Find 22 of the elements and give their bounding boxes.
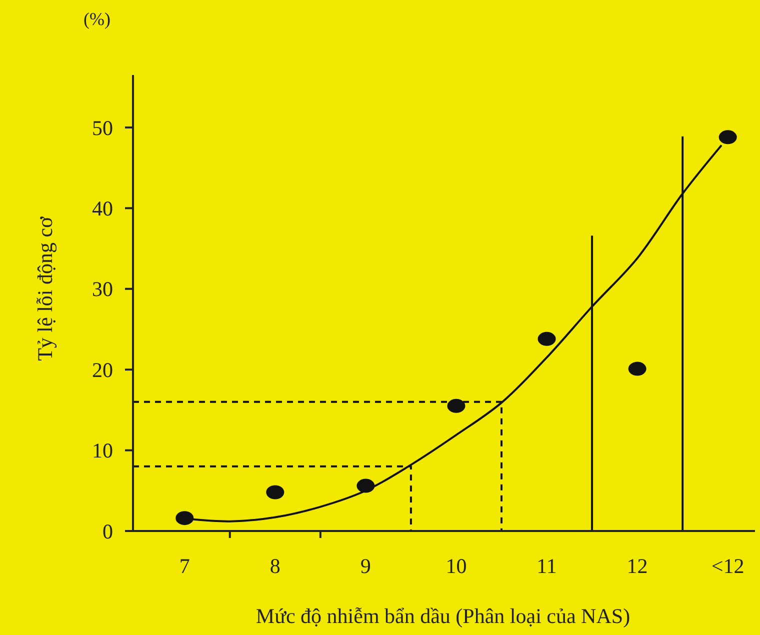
- point: [628, 362, 646, 376]
- x-tick-label: 10: [446, 554, 467, 578]
- point: [538, 332, 556, 346]
- y-tick-label: 30: [92, 277, 113, 302]
- x-tick-label: <12: [711, 554, 744, 578]
- y-tick-label: 40: [92, 196, 113, 221]
- y-tick-label: 20: [92, 358, 113, 382]
- point: [266, 485, 284, 500]
- y-tick-label: 0: [102, 519, 113, 544]
- point: [176, 511, 194, 526]
- x-tick-label: 7: [179, 554, 190, 578]
- text: (%): [84, 9, 110, 29]
- y-tick-label: 50: [92, 116, 113, 140]
- point: [447, 398, 466, 413]
- x-tick-label: 8: [270, 554, 280, 578]
- x-tick-label: 12: [626, 554, 648, 578]
- x-tick-label: 11: [536, 554, 557, 578]
- y-axis-title: Tỷ lệ lỗi động cơ: [33, 216, 57, 361]
- x-axis-title: Mức độ nhiễm bẩn dầu (Phân loại của NAS): [256, 604, 630, 628]
- x-tick-label: 9: [360, 554, 371, 578]
- point: [718, 130, 737, 144]
- y-tick-label: 10: [92, 438, 113, 463]
